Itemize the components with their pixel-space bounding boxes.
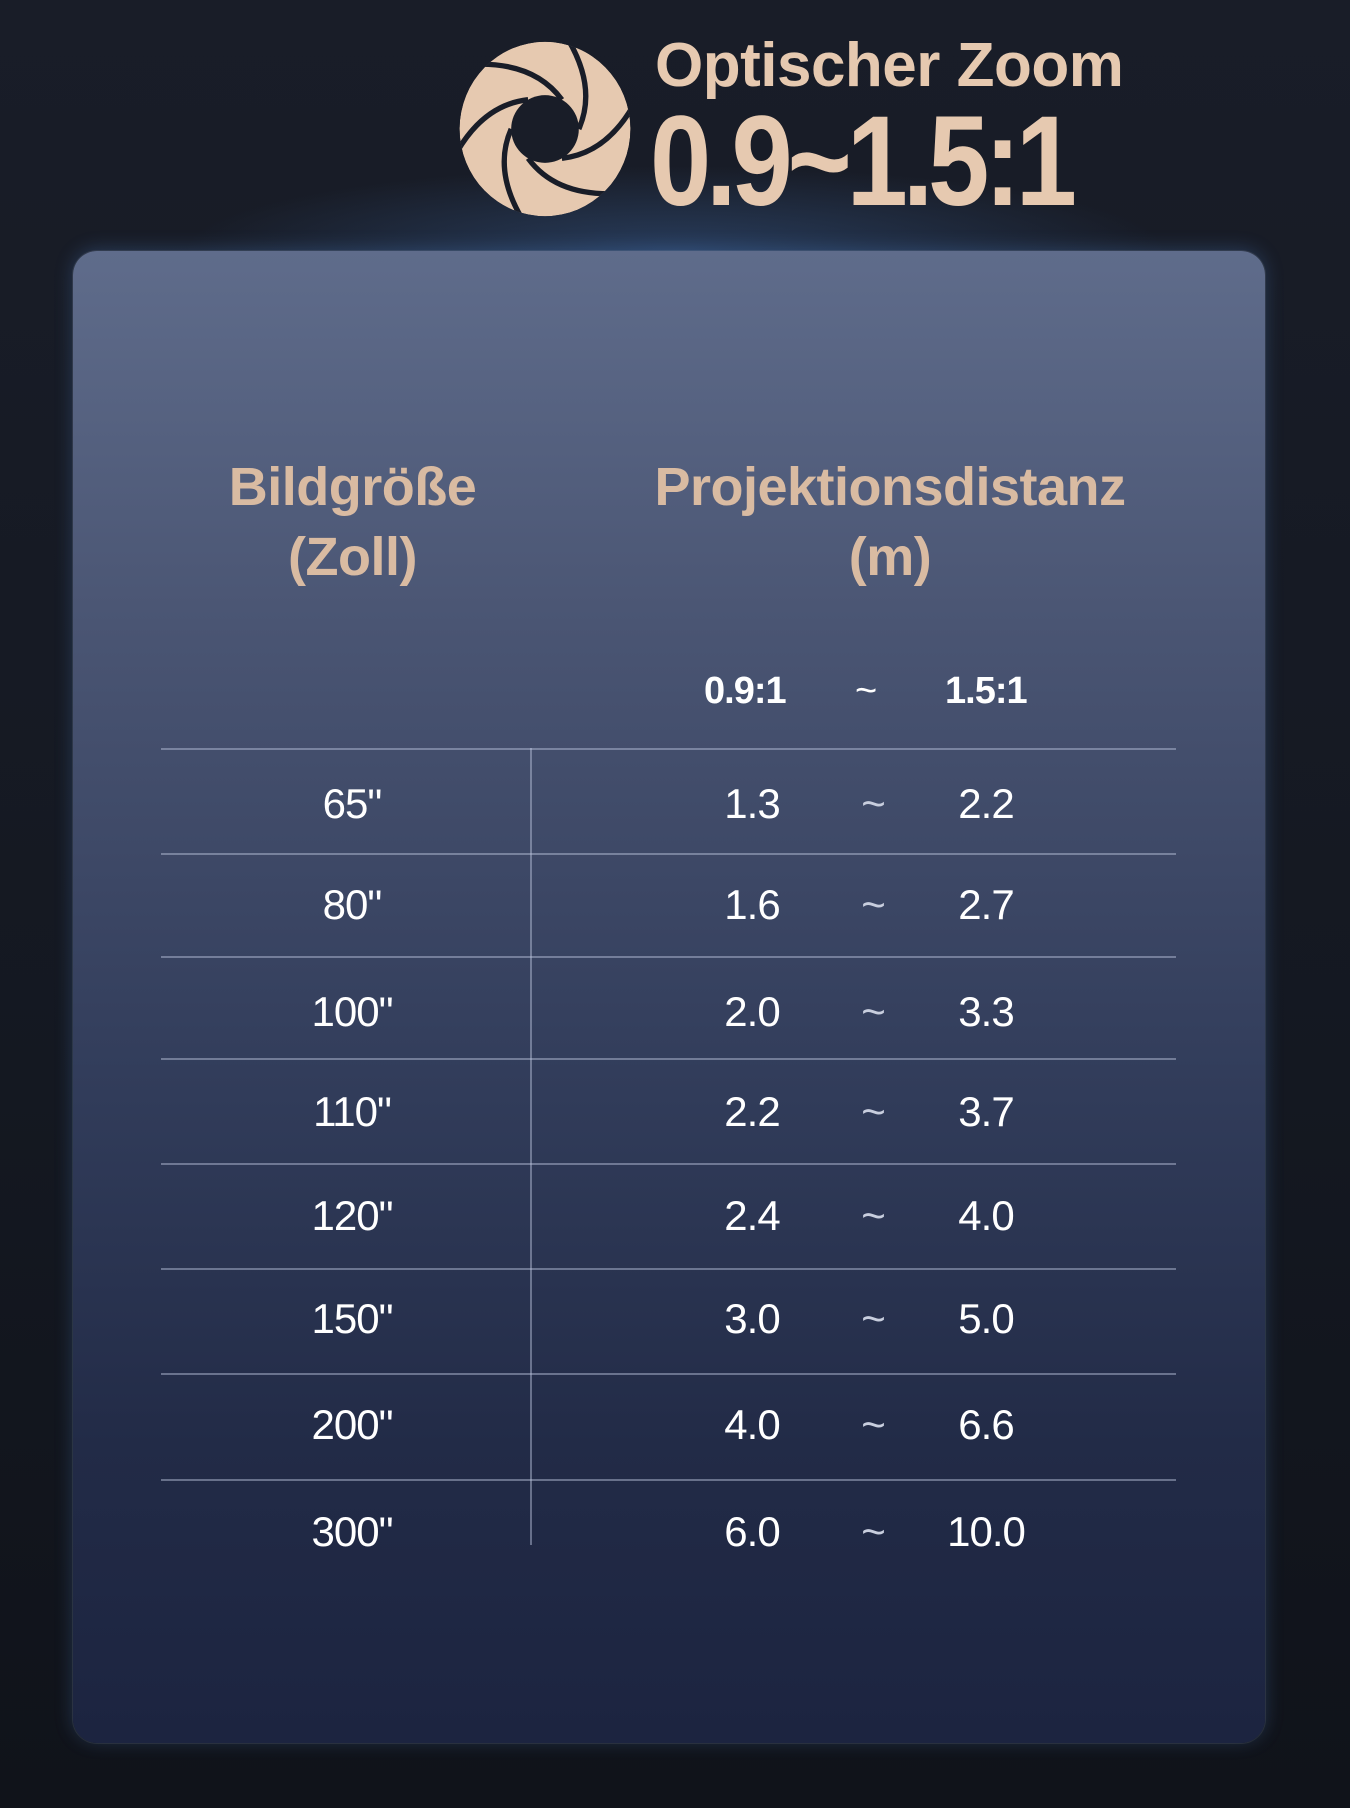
separator-cell: ~ xyxy=(861,1295,886,1342)
column-header-distance-label: Projektionsdistanz xyxy=(654,457,1126,517)
distance-max-cell: 2.7 xyxy=(958,881,1014,928)
image-size-cell: 110" xyxy=(313,1088,392,1135)
projection-table-card xyxy=(73,251,1265,1743)
separator-cell: ~ xyxy=(861,780,886,827)
row-divider xyxy=(161,853,1176,855)
row-divider xyxy=(161,956,1176,958)
column-header-distance-unit: (m) xyxy=(848,527,932,587)
distance-min-cell: 6.0 xyxy=(724,1508,780,1555)
distance-max-cell: 3.7 xyxy=(958,1088,1014,1135)
separator-cell: ~ xyxy=(861,881,886,928)
distance-min-cell: 4.0 xyxy=(724,1401,780,1448)
distance-min-cell: 2.4 xyxy=(724,1192,780,1239)
aperture-icon xyxy=(459,41,631,217)
image-size-cell: 300" xyxy=(311,1508,394,1555)
zoom-ratio-title: 0.9~1.5:1 xyxy=(650,90,1077,233)
image-size-cell: 65" xyxy=(322,780,383,827)
distance-max-cell: 5.0 xyxy=(958,1295,1014,1342)
image-size-cell: 100" xyxy=(311,988,394,1035)
separator-cell: ~ xyxy=(861,1088,886,1135)
separator-cell: ~ xyxy=(861,988,886,1035)
distance-max-cell: 4.0 xyxy=(958,1192,1014,1239)
separator-cell: ~ xyxy=(861,1192,886,1239)
column-header-image-size-label: Bildgröße xyxy=(228,457,477,517)
column-header-image-size: Bildgröße (Zoll) xyxy=(200,452,505,592)
column-header-distance: Projektionsdistanz (m) xyxy=(590,452,1190,592)
distance-max-cell: 6.6 xyxy=(958,1401,1014,1448)
distance-min-cell: 3.0 xyxy=(724,1295,780,1342)
distance-max-cell: 10.0 xyxy=(947,1508,1026,1555)
row-divider xyxy=(161,1373,1176,1375)
distance-max-cell: 3.3 xyxy=(958,988,1014,1035)
row-divider xyxy=(161,1268,1176,1270)
ratio-separator: ~ xyxy=(855,670,877,712)
distance-min-cell: 2.2 xyxy=(724,1088,780,1135)
row-divider xyxy=(161,1058,1176,1060)
row-divider xyxy=(161,1163,1176,1165)
image-size-cell: 150" xyxy=(311,1295,394,1342)
column-header-image-size-unit: (Zoll) xyxy=(288,527,417,587)
separator-cell: ~ xyxy=(861,1401,886,1448)
image-size-cell: 200" xyxy=(311,1401,394,1448)
row-divider xyxy=(161,748,1176,750)
image-size-cell: 80" xyxy=(322,881,383,928)
distance-max-cell: 2.2 xyxy=(958,780,1014,827)
column-divider xyxy=(530,748,532,1545)
image-size-cell: 120" xyxy=(311,1192,394,1239)
ratio-max: 1.5:1 xyxy=(945,670,1028,712)
separator-cell: ~ xyxy=(861,1508,886,1555)
title-label: Optischer Zoom xyxy=(655,31,1124,100)
distance-min-cell: 1.3 xyxy=(724,780,780,827)
row-divider xyxy=(161,1479,1176,1481)
ratio-min: 0.9:1 xyxy=(704,670,787,712)
distance-min-cell: 1.6 xyxy=(724,881,780,928)
distance-min-cell: 2.0 xyxy=(724,988,780,1035)
